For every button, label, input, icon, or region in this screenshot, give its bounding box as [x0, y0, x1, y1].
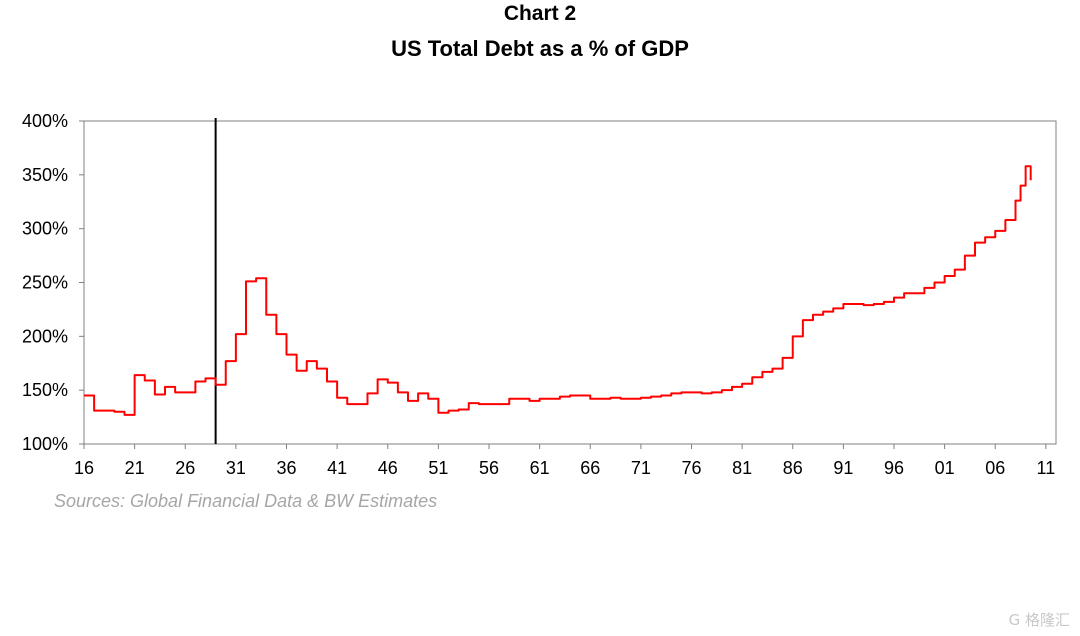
- x-tick-label: 11: [1037, 458, 1056, 478]
- y-tick-label: 250%: [22, 273, 68, 293]
- x-tick-label: 21: [125, 458, 145, 478]
- chart-title: Chart 2: [503, 2, 577, 25]
- line-chart: 100% 150% 200% 250% 300% 350% 400% 16 21 26 31 36 4…: [22, 111, 1057, 478]
- x-tick-label: 91: [833, 458, 853, 478]
- x-tick-label: 56: [479, 458, 499, 478]
- x-tick-label: 66: [580, 458, 600, 478]
- y-tick-label: 100%: [22, 434, 68, 454]
- x-tick-label: 51: [428, 458, 448, 478]
- x-tick-label: 46: [378, 458, 398, 478]
- y-tick-label: 200%: [22, 326, 68, 346]
- x-tick-label: 36: [276, 458, 296, 478]
- watermark-logo: G 格隆汇: [1008, 611, 1070, 629]
- y-tick-label: 150%: [22, 380, 68, 400]
- debt-gdp-series-line: [84, 165, 1032, 416]
- x-tick-label: 01: [935, 458, 955, 478]
- chart-subtitle: US Total Debt as a % of GDP: [391, 36, 689, 61]
- x-tick-label: 76: [681, 458, 701, 478]
- x-tick-label: 16: [74, 458, 94, 478]
- x-tick-label: 96: [884, 458, 904, 478]
- source-note: Sources: Global Financial Data & BW Esti…: [54, 491, 438, 511]
- y-tick-label: 300%: [22, 219, 68, 239]
- x-tick-label: 81: [732, 458, 752, 478]
- x-tick-label: 61: [530, 458, 550, 478]
- x-tick-label: 41: [327, 458, 347, 478]
- x-tick-label: 86: [783, 458, 803, 478]
- x-tick-label: 06: [985, 458, 1005, 478]
- x-tick-label: 71: [631, 458, 651, 478]
- x-tick-label: 31: [226, 458, 246, 478]
- x-tick-label: 26: [175, 458, 195, 478]
- y-tick-label: 400%: [22, 111, 68, 131]
- y-tick-label: 350%: [22, 165, 68, 185]
